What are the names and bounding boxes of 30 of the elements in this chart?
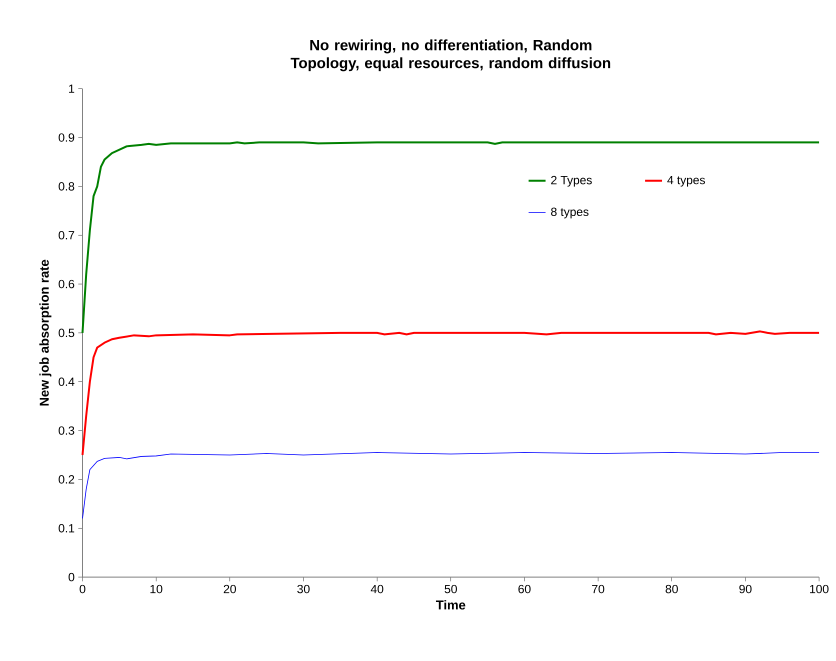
y-tick-label: 0.9 [58, 133, 74, 142]
y-tick-label: 0.6 [58, 280, 74, 288]
x-tick-label: 100 [810, 584, 829, 594]
y-tick-label: 0 [68, 572, 74, 582]
x-tick-label: 30 [297, 584, 310, 594]
line-series [82, 330, 820, 456]
x-tick-label: 50 [444, 584, 457, 594]
x-axis-title: Time [436, 600, 466, 610]
x-tick-label: 80 [666, 584, 678, 594]
y-tick-label: 0.2 [58, 475, 74, 484]
y-tick-label: 0.3 [58, 426, 74, 435]
y-tick-label: 0.1 [58, 524, 74, 533]
legend-label: 2 Types [551, 176, 592, 187]
y-tick-label: 0.7 [58, 231, 74, 240]
legend-label: 8 types [551, 208, 589, 218]
x-tick-label: 10 [150, 584, 162, 594]
x-tick-label: 70 [592, 584, 604, 594]
y-tick-label: 1 [69, 84, 74, 93]
y-axis-title: New job absorption rate [39, 260, 52, 406]
y-tick-label: 0.8 [58, 182, 74, 191]
x-tick-label: 40 [370, 584, 384, 594]
x-tick-label: 60 [518, 584, 531, 594]
line-series [82, 452, 820, 519]
x-tick-label: 90 [739, 584, 752, 594]
chart-title: No rewiring, no differentiation, Random Topology, equal resources, random diffusion [290, 40, 610, 72]
x-tick-label: 20 [224, 584, 236, 594]
legend-label: 4 types [667, 176, 705, 187]
y-tick-label: 0.5 [58, 328, 74, 338]
y-tick-label: 0.4 [58, 378, 74, 386]
x-tick-label: 0 [80, 584, 86, 594]
